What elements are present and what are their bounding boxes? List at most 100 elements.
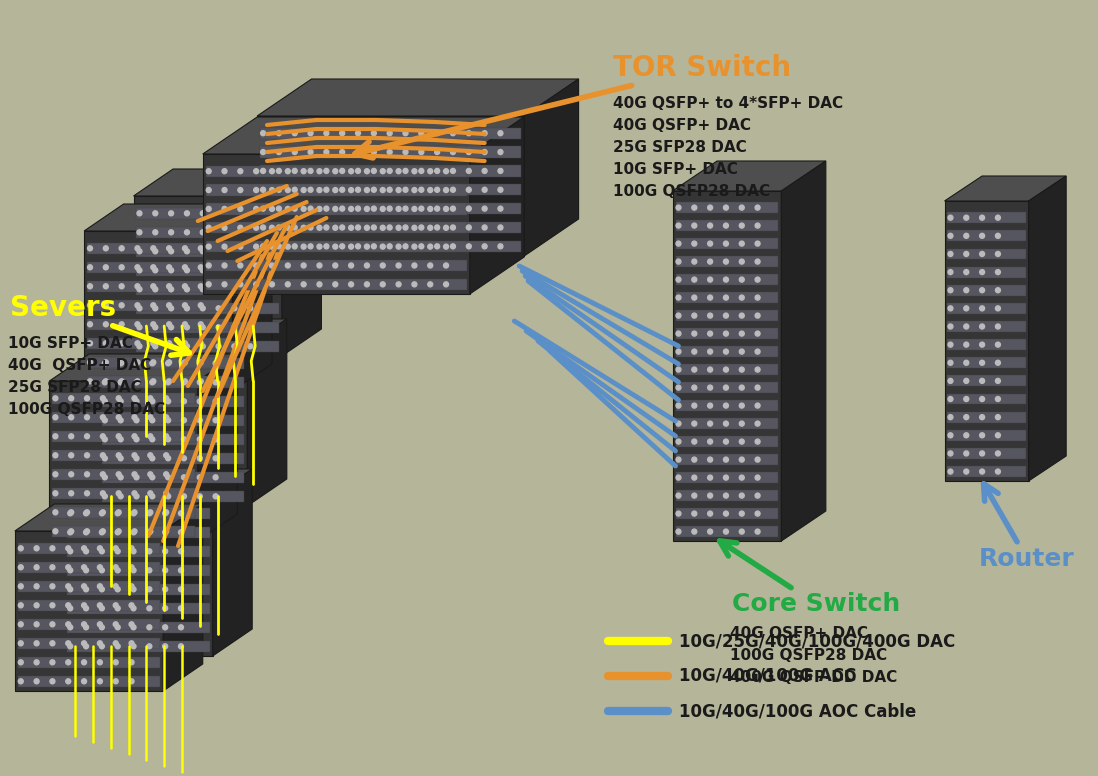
Circle shape (948, 234, 953, 238)
Polygon shape (99, 346, 247, 506)
Circle shape (724, 241, 728, 246)
Text: 25G SFP28 DAC: 25G SFP28 DAC (613, 140, 747, 155)
Bar (675, 346, 778, 357)
Circle shape (200, 230, 205, 235)
Circle shape (428, 206, 433, 211)
Circle shape (739, 241, 744, 246)
Bar (675, 274, 778, 285)
Circle shape (739, 475, 744, 480)
Circle shape (199, 379, 203, 384)
Circle shape (81, 622, 87, 627)
Circle shape (371, 130, 377, 136)
Circle shape (403, 187, 408, 192)
Circle shape (356, 225, 360, 230)
Circle shape (232, 211, 237, 216)
Circle shape (181, 437, 187, 442)
Bar (948, 213, 1026, 223)
Bar (18, 638, 160, 649)
Circle shape (100, 490, 105, 496)
Bar (87, 281, 229, 292)
Circle shape (755, 331, 760, 336)
Circle shape (179, 568, 183, 573)
Circle shape (996, 269, 1000, 275)
Circle shape (199, 303, 203, 308)
Circle shape (100, 415, 105, 420)
Circle shape (248, 287, 253, 292)
Bar (675, 310, 778, 321)
Circle shape (148, 434, 153, 438)
Polygon shape (673, 191, 782, 541)
Circle shape (339, 130, 345, 136)
Bar (102, 490, 244, 502)
Circle shape (184, 230, 189, 235)
Circle shape (428, 263, 433, 268)
Circle shape (103, 379, 109, 384)
Bar (260, 127, 522, 139)
Circle shape (692, 511, 697, 516)
Circle shape (292, 187, 298, 192)
Circle shape (102, 437, 108, 442)
Polygon shape (673, 161, 826, 191)
Circle shape (83, 587, 89, 592)
Circle shape (199, 265, 203, 270)
Bar (675, 328, 778, 339)
Circle shape (676, 277, 681, 282)
Circle shape (182, 265, 188, 270)
Circle shape (34, 679, 40, 684)
Bar (102, 396, 244, 407)
Circle shape (53, 510, 58, 514)
Circle shape (198, 437, 202, 442)
Circle shape (301, 263, 306, 268)
Circle shape (69, 396, 74, 400)
Circle shape (135, 379, 139, 384)
Circle shape (83, 511, 89, 516)
Circle shape (147, 568, 152, 573)
Circle shape (412, 206, 417, 211)
Circle shape (100, 472, 105, 476)
Circle shape (707, 529, 713, 534)
Circle shape (948, 324, 953, 329)
Circle shape (692, 295, 697, 300)
Circle shape (676, 475, 681, 480)
Circle shape (467, 150, 471, 154)
Circle shape (254, 206, 259, 211)
Bar (136, 245, 279, 257)
Circle shape (388, 225, 392, 230)
Circle shape (238, 168, 243, 174)
Circle shape (996, 251, 1000, 256)
Circle shape (119, 475, 123, 480)
Circle shape (979, 433, 985, 438)
Circle shape (724, 439, 728, 444)
Circle shape (948, 469, 953, 474)
Circle shape (467, 187, 471, 192)
Circle shape (418, 225, 424, 230)
Circle shape (120, 303, 124, 308)
Circle shape (167, 360, 171, 365)
Circle shape (292, 150, 298, 154)
Circle shape (100, 396, 105, 400)
Circle shape (324, 168, 328, 173)
Bar (205, 260, 467, 271)
Circle shape (66, 603, 70, 608)
Circle shape (428, 168, 433, 174)
Bar (67, 622, 210, 633)
Circle shape (134, 399, 139, 404)
Circle shape (412, 188, 417, 192)
Circle shape (132, 434, 137, 438)
Circle shape (119, 494, 123, 499)
Circle shape (724, 277, 728, 282)
Circle shape (428, 282, 433, 287)
Circle shape (248, 249, 253, 254)
Circle shape (98, 679, 102, 684)
Text: 10G/40G/100G AOC Cable: 10G/40G/100G AOC Cable (680, 702, 917, 720)
Circle shape (81, 546, 87, 551)
Polygon shape (164, 504, 203, 691)
Circle shape (102, 399, 108, 404)
Circle shape (948, 251, 953, 256)
Bar (948, 303, 1026, 314)
Bar (675, 220, 778, 231)
Circle shape (755, 313, 760, 318)
Circle shape (948, 269, 953, 275)
Circle shape (53, 472, 58, 476)
Circle shape (450, 168, 456, 173)
